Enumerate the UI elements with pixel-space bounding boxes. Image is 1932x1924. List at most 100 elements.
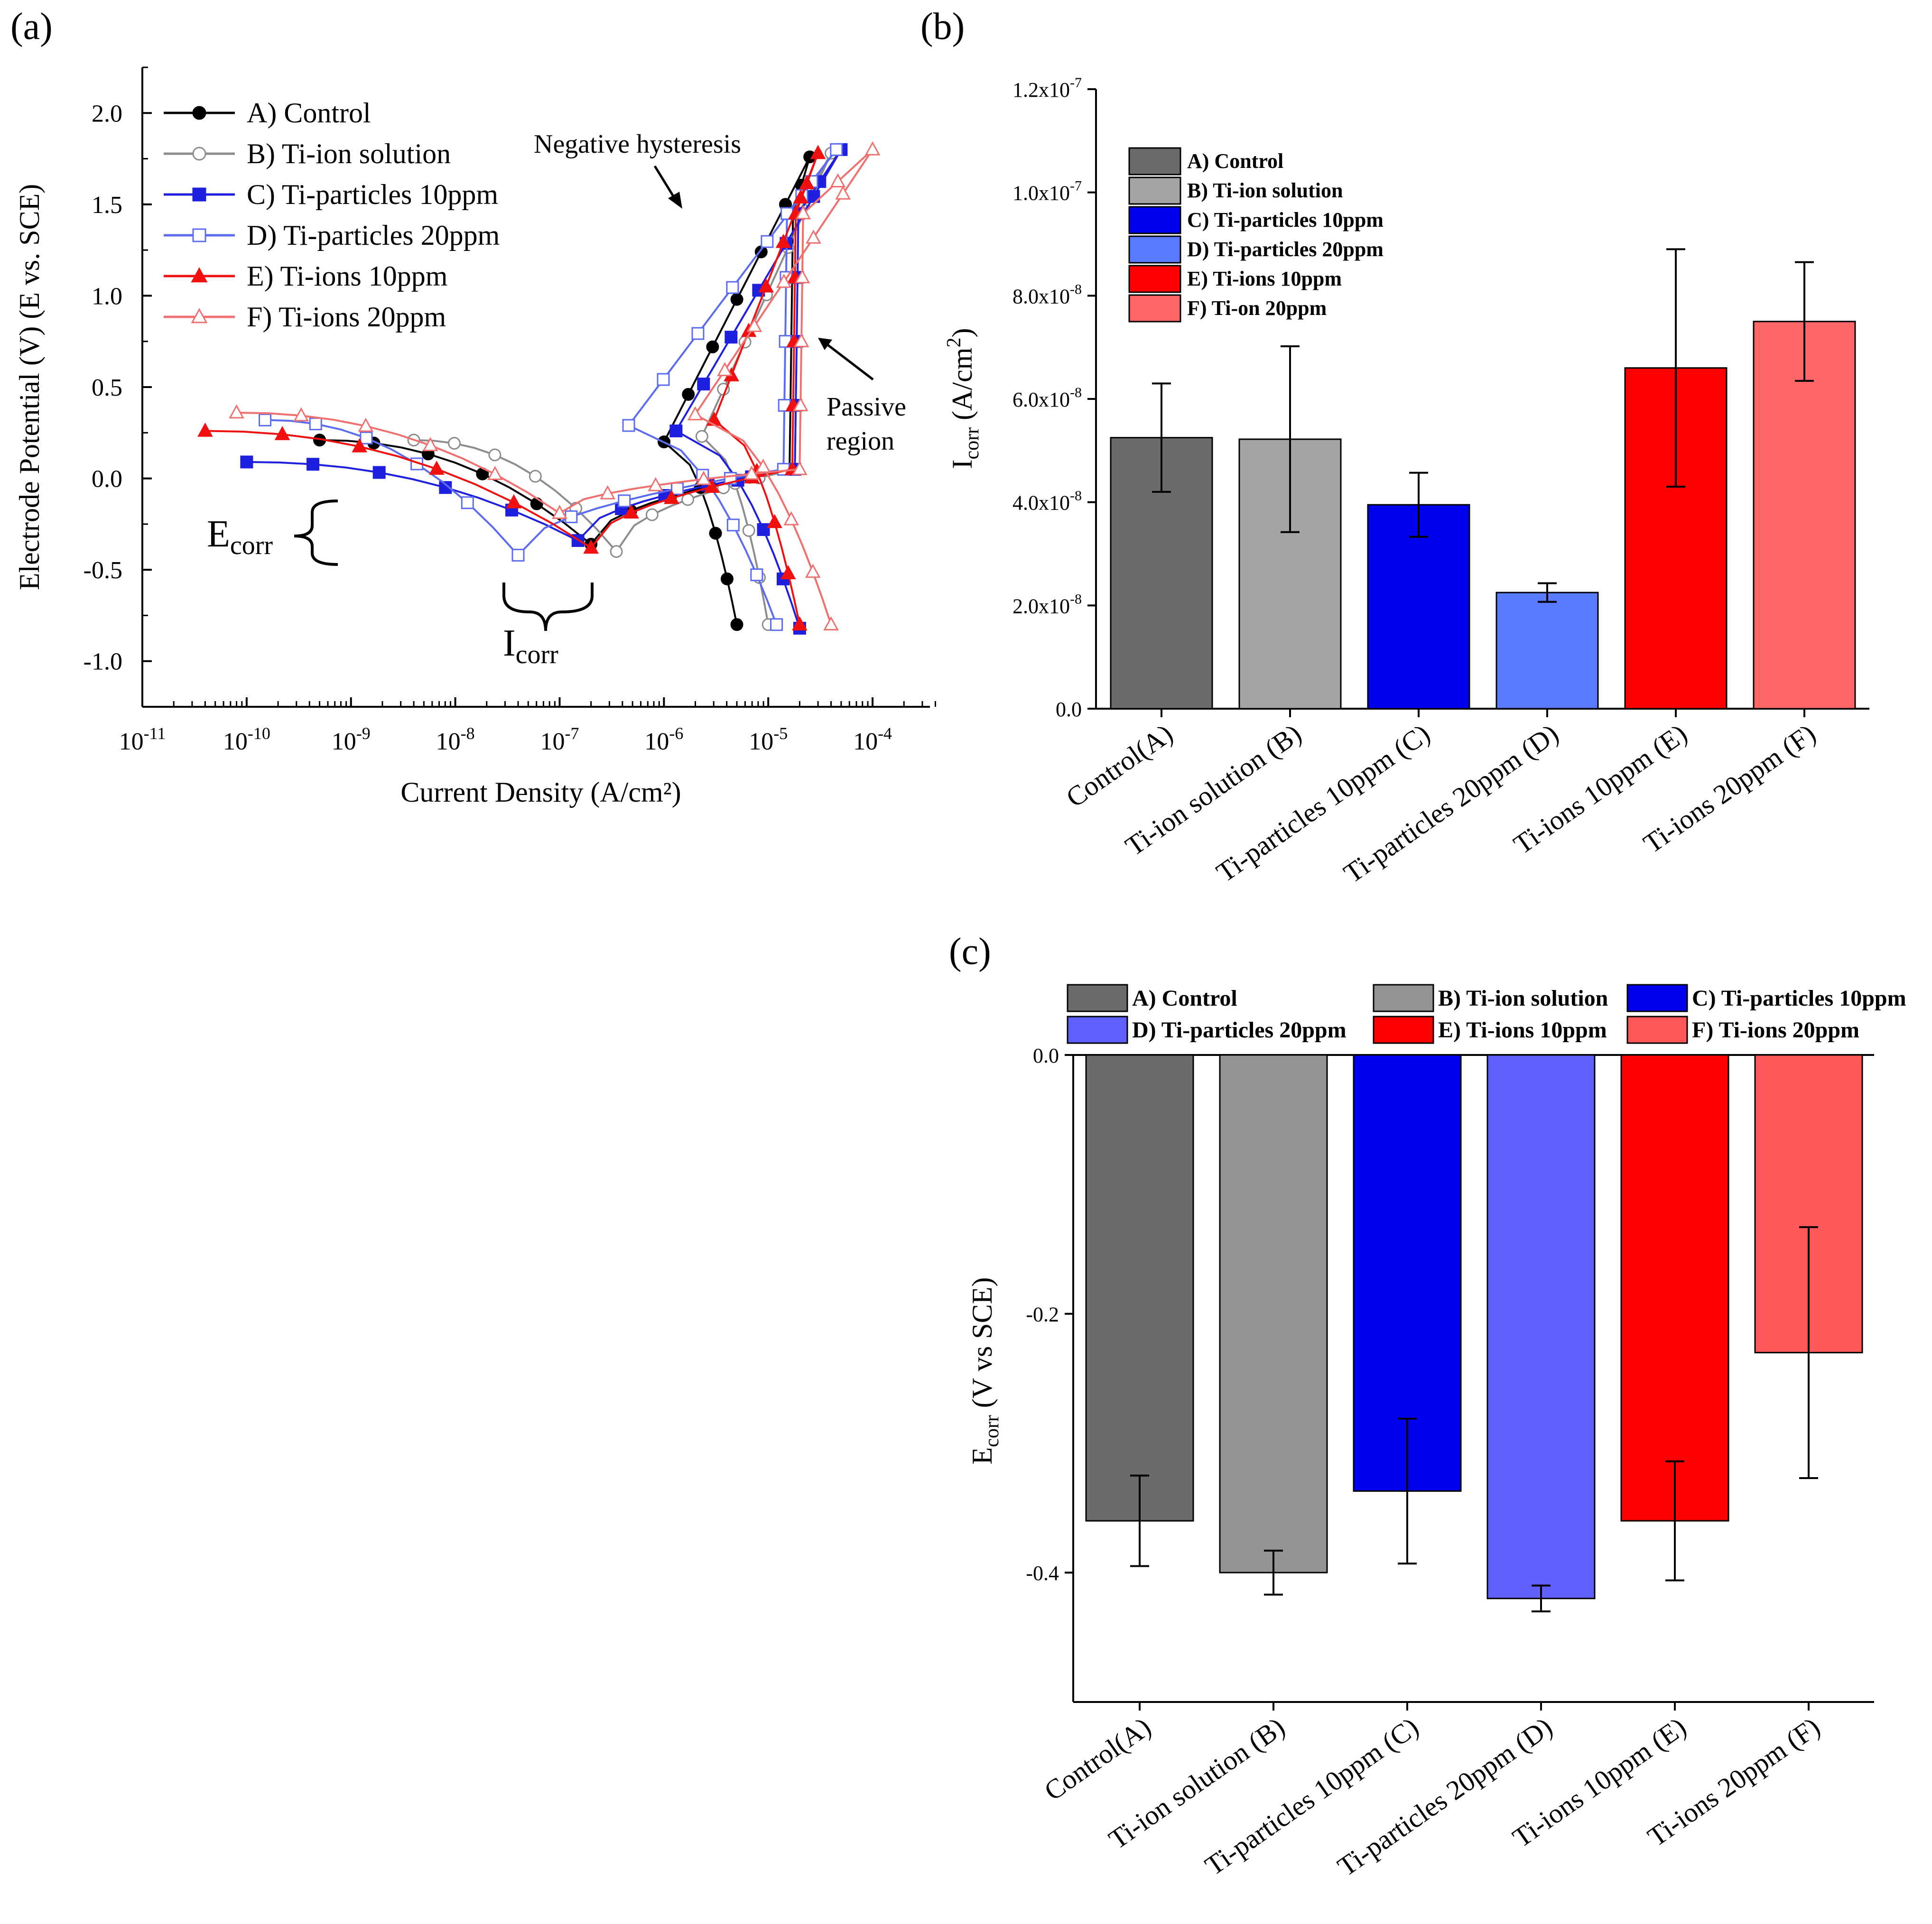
- a-x-tick-label: 10-7: [540, 724, 579, 755]
- a-series-3-point: [372, 466, 386, 479]
- c-bars: [1085, 1054, 1863, 1613]
- a-annotation-passive-1: Passive: [827, 392, 906, 422]
- c-bar-4: [1486, 1054, 1596, 1600]
- a-series-4-point: [830, 143, 843, 156]
- b-legend-label-4: D) Ti-particles 20ppm: [1187, 238, 1384, 261]
- a-series-2-point: [645, 508, 659, 521]
- a-series-2-point: [529, 470, 542, 483]
- a-series-5-point: [799, 175, 815, 189]
- a-legend-label-5: E) Ti-ions 10ppm: [247, 260, 447, 292]
- b-legend: A) Control B) Ti-ion solution C) Ti-partic…: [1128, 147, 1384, 323]
- a-legend-marker-2: [192, 147, 206, 161]
- a-series-2-point: [448, 437, 461, 450]
- c-legend: A) Control B) Ti-ion solution C) Ti-partic…: [1067, 984, 1906, 1044]
- a-series-6-point: [830, 173, 846, 188]
- a-series-6-point: [422, 437, 438, 452]
- a-series-6-point: [755, 458, 771, 473]
- a-series-2-point: [695, 430, 708, 443]
- a-y-tick-label: -1.0: [84, 648, 122, 675]
- a-series-6-point: [229, 404, 244, 419]
- a-series-5-point: [623, 504, 639, 519]
- a-y-tick-label: 1.5: [92, 192, 122, 219]
- a-annotation-arrowhead-passive: [818, 338, 832, 350]
- a-y-tick-label: 0.0: [92, 466, 122, 493]
- panel-label-a: (a): [10, 6, 53, 47]
- a-y-tick-label: 2.0: [92, 100, 122, 127]
- a-series-1-point: [709, 527, 722, 540]
- a-series-6-point: [552, 505, 567, 519]
- a-series-5-point: [767, 514, 782, 528]
- panel-label-b: (b): [920, 6, 965, 47]
- a-legend-marker-6: [191, 308, 208, 324]
- a-series-3-point: [240, 455, 253, 469]
- c-legend-swatch-5: [1373, 1016, 1434, 1044]
- a-series-1-point: [706, 340, 719, 353]
- a-ecorr-brace: [294, 500, 338, 566]
- a-series-5-point: [775, 233, 791, 248]
- a-series-6-point: [687, 406, 703, 421]
- c-legend-swatch-1: [1067, 984, 1128, 1012]
- a-series-1-point: [682, 388, 695, 401]
- a-series-3-point: [697, 378, 710, 391]
- a-legend-label-6: F) Ti-ions 20ppm: [247, 301, 446, 333]
- b-legend-label-5: E) Ti-ions 10ppm: [1187, 267, 1342, 290]
- b-y-tick-label: 1.2x10-7: [1012, 75, 1082, 102]
- a-series-6-point: [792, 397, 808, 411]
- a-series-4-point: [461, 496, 474, 509]
- c-y-tick-label: 0.0: [1033, 1044, 1059, 1067]
- b-y-tick-label: 0.0: [1056, 698, 1082, 721]
- b-bar-4: [1495, 592, 1599, 710]
- c-legend-label-5: E) Ti-ions 10ppm: [1438, 1018, 1607, 1043]
- b-bar-6: [1753, 321, 1856, 710]
- a-series-6-point: [717, 362, 733, 376]
- a-series-5-point: [583, 539, 599, 554]
- a-x-tick-label: 10-10: [223, 724, 270, 755]
- a-legend-label-3: C) Ti-particles 10ppm: [247, 179, 498, 210]
- a-legend-marker-3: [192, 187, 206, 202]
- a-series-4-point: [309, 417, 322, 431]
- a-series-6-point: [696, 471, 712, 485]
- a-x-tick-label: 10-11: [119, 724, 166, 755]
- a-legend-marker-5: [191, 267, 208, 283]
- c-legend-swatch-3: [1626, 984, 1688, 1012]
- a-annotation-passive-2: region: [827, 426, 894, 456]
- a-x-ticks: 10-11 10-10 10-9 10-8 10-7 10-6 10-5 10-4: [119, 697, 936, 755]
- panel-a-polarization-chart: 10-11 10-10 10-9 10-8 10-7 10-6 10-5 10-4 2.0 1.…: [14, 66, 936, 808]
- a-y-tick-label: -0.5: [84, 557, 122, 584]
- a-series-1-point: [730, 293, 743, 306]
- a-series-5-point: [274, 426, 290, 440]
- a-series-6-point: [793, 333, 809, 348]
- b-legend-label-1: A) Control: [1187, 149, 1283, 173]
- c-bar-1: [1085, 1054, 1194, 1522]
- a-x-tick-label: 10-5: [749, 724, 788, 755]
- a-legend-label-1: A) Control: [247, 97, 371, 129]
- a-series-5-point: [506, 494, 522, 509]
- c-legend-label-1: A) Control: [1132, 986, 1237, 1011]
- a-series-4-point: [565, 510, 578, 523]
- a-x-tick-label: 10-9: [332, 724, 371, 755]
- a-x-tick-label: 10-8: [436, 724, 475, 755]
- a-legend-label-2: B) Ti-ion solution: [247, 138, 451, 169]
- a-series-5-point: [197, 422, 213, 437]
- a-legend: A) Control B) Ti-ion solution C) Ti-partic…: [164, 97, 500, 333]
- a-series-6-point: [795, 205, 811, 220]
- a-x-tick-label: 10-6: [644, 724, 683, 755]
- a-series-5-point: [352, 438, 368, 453]
- c-legend-swatch-4: [1067, 1016, 1128, 1044]
- a-annotation-icorr: Icorr: [503, 622, 558, 669]
- b-legend-swatch-6: [1128, 294, 1181, 323]
- c-legend-label-3: C) Ti-particles 10ppm: [1692, 986, 1906, 1011]
- a-series-6-point: [743, 465, 760, 480]
- c-legend-label-2: B) Ti-ion solution: [1438, 986, 1608, 1011]
- a-series-6-point: [746, 318, 762, 332]
- a-series-6-point: [794, 269, 810, 284]
- a-series-6-point: [823, 616, 839, 630]
- a-series-4-point: [622, 419, 635, 432]
- a-y-tick-label: 0.5: [92, 374, 122, 401]
- a-series-2-point: [610, 545, 623, 558]
- a-series-4-point: [761, 235, 774, 248]
- a-series-5-point: [810, 145, 826, 159]
- panel-label-c: (c): [949, 931, 991, 972]
- a-series-6-point: [805, 564, 821, 578]
